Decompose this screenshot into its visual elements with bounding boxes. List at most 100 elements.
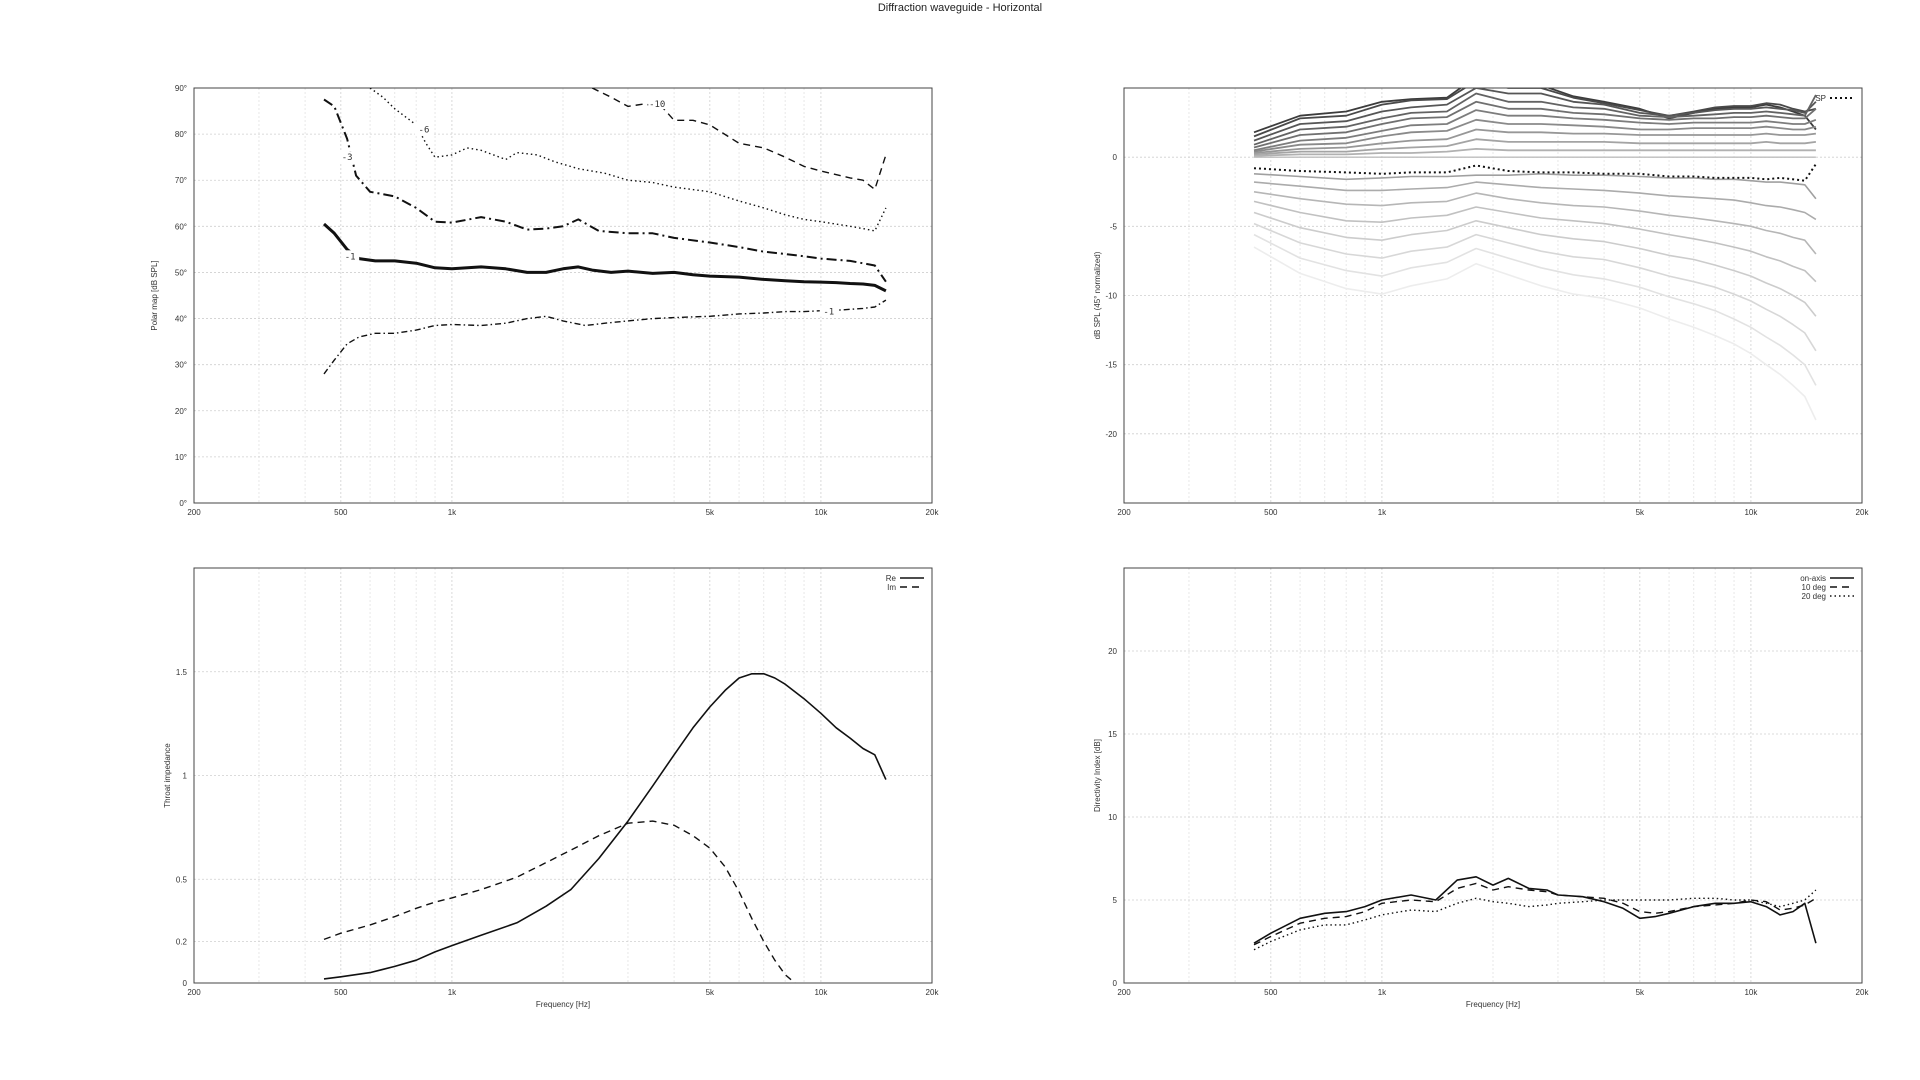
series-line-level-12 (1253, 181, 1817, 221)
contour-label-bg (414, 123, 433, 135)
legend-label: 10 deg (1802, 583, 1826, 592)
x-tick-label: 1k (1378, 508, 1387, 517)
chart-normalized-spl: 200 500 1k 5k 10k 20k -20 -15 -10 -5 0 dB SPL (45° … (1093, 87, 1870, 517)
series-group (1253, 876, 1817, 951)
x-tick-label: 10k (1744, 988, 1758, 997)
y-tick-label: 5 (1113, 896, 1118, 905)
y-tick-label: 10 (1108, 813, 1117, 822)
contour-label: -10 (649, 100, 665, 110)
y-tick-label: 40° (175, 315, 187, 324)
series-line-Re (323, 673, 887, 980)
contour-label-bg (338, 151, 357, 163)
y-axis-label: Throat impedance (163, 743, 172, 808)
series-line-level-5 (1253, 109, 1817, 152)
page-title: Diffraction waveguide - Horizontal (877, 2, 1043, 14)
series-line-level-13 (1253, 191, 1817, 255)
y-tick-label: 0 (183, 979, 188, 988)
series-group (322, 88, 887, 375)
grid-lines (193, 568, 933, 984)
x-tick-label: 200 (1117, 988, 1131, 997)
chart-directivity-index: 200 500 1k 5k 10k 20k 0 5 10 15 20 Directivity Inde… (1093, 567, 1869, 1009)
x-tick-label: 500 (1264, 988, 1278, 997)
grid-lines (193, 87, 933, 504)
y-axis-label: dB SPL (45° normalized) (1093, 251, 1102, 339)
x-tick-label: 1k (448, 508, 457, 517)
y-tick-label: 0.2 (176, 938, 188, 947)
series-line-20-deg (1253, 889, 1817, 951)
y-tick-label: 20 (1108, 647, 1117, 656)
y-tick-label: 10° (175, 453, 187, 462)
series-line-level-1 (1253, 88, 1817, 138)
y-tick-label: 0.5 (176, 875, 188, 884)
x-tick-label: 5k (706, 508, 715, 517)
series-line-on-axis (1253, 876, 1817, 944)
x-tick-label: 10k (814, 508, 828, 517)
x-tick-label: 500 (334, 508, 348, 517)
series-line-level-15 (1253, 211, 1817, 317)
chart-polar-map: 200 500 1k 5k 10k 20k 0° 10° 20° 30° 40° 50° 60° 70° 8… (150, 84, 939, 517)
plot-frame (193, 567, 933, 984)
x-tick-label: 1k (448, 988, 457, 997)
series-line-level-18 (1253, 246, 1817, 421)
y-tick-label: -10 (1105, 292, 1117, 301)
contour-label-bg (341, 250, 360, 262)
y-tick-label: 50° (175, 268, 187, 277)
series-line-level-8 (1253, 138, 1817, 156)
y-tick-label: 20° (175, 407, 187, 416)
y-tick-label: 30° (175, 361, 187, 370)
y-tick-label: -20 (1105, 430, 1117, 439)
series-line-3 (323, 98, 887, 283)
series-line-10-deg (1253, 882, 1817, 946)
x-tick-label: 20k (1856, 508, 1870, 517)
contour-label-bg (819, 305, 838, 317)
y-axis-label: Directivity Index [dB] (1093, 739, 1102, 812)
contour-label: -1 (823, 308, 834, 318)
series-line-level-16 (1253, 222, 1817, 352)
legend-label: Im (887, 583, 896, 592)
legend-label: SP (1815, 94, 1826, 103)
x-axis-label: Frequency [Hz] (536, 1000, 590, 1009)
plot-frame (193, 87, 933, 504)
legend: SP (1815, 94, 1854, 103)
series-line-level-0 (1253, 88, 1817, 134)
series-line-level-2 (1253, 88, 1817, 142)
series-line-level-9 (1253, 148, 1816, 157)
y-tick-label: 0 (1113, 153, 1118, 162)
x-tick-label: 200 (187, 508, 201, 517)
y-tick-label: 70° (175, 176, 187, 185)
x-tick-label: 500 (1264, 508, 1278, 517)
series-line-level-6 (1253, 118, 1817, 153)
grid-lines (1123, 568, 1863, 984)
y-tick-label: 1.5 (176, 668, 188, 677)
series-line-level-14 (1253, 200, 1817, 283)
x-tick-label: 5k (1636, 508, 1645, 517)
series-line-level-17 (1253, 233, 1817, 386)
x-tick-label: 20k (926, 988, 940, 997)
x-tick-label: 500 (334, 988, 348, 997)
y-tick-label: -5 (1110, 222, 1118, 231)
y-tick-label: -15 (1105, 361, 1117, 370)
y-tick-label: 80° (175, 130, 187, 139)
y-axis-label: Polar map [dB SPL] (150, 260, 159, 330)
y-tick-label: 15 (1108, 730, 1117, 739)
chart-throat-impedance: 200 500 1k 5k 10k 20k 0 0.2 0.5 1 1.5 Throat impeda… (163, 567, 940, 1009)
x-axis-label: Frequency [Hz] (1466, 1000, 1520, 1009)
contour-label: -6 (419, 126, 430, 136)
series-line-10 (591, 88, 887, 191)
x-tick-label: 200 (1117, 508, 1131, 517)
series-line-SP (1253, 163, 1817, 182)
contour-label: -1 (345, 252, 356, 262)
series-line-1 (322, 222, 887, 293)
series-line-6 (369, 88, 887, 232)
plot-frame (1123, 87, 1863, 504)
series-line-level-3 (1253, 92, 1817, 146)
series-line-1 (323, 299, 887, 375)
x-tick-label: 10k (814, 988, 828, 997)
series-line-level-4 (1253, 100, 1817, 149)
x-tick-label: 1k (1378, 988, 1387, 997)
y-tick-label: 0° (179, 499, 187, 508)
x-tick-label: 200 (187, 988, 201, 997)
